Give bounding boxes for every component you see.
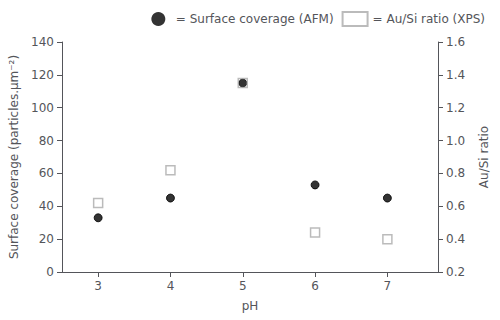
svg-text:4: 4 (167, 279, 175, 293)
svg-text:20: 20 (39, 232, 54, 246)
svg-text:120: 120 (31, 68, 54, 82)
svg-text:0.4: 0.4 (446, 232, 465, 246)
svg-text:1.0: 1.0 (446, 134, 465, 148)
svg-text:0: 0 (46, 265, 54, 279)
svg-text:0.8: 0.8 (446, 166, 465, 180)
svg-text:100: 100 (31, 101, 54, 115)
svg-text:1.4: 1.4 (446, 68, 465, 82)
svg-text:0.2: 0.2 (446, 265, 465, 279)
svg-text:1.6: 1.6 (446, 35, 465, 49)
svg-text:0.6: 0.6 (446, 199, 465, 213)
svg-text:= Au/Si ratio (XPS): = Au/Si ratio (XPS) (373, 12, 485, 26)
svg-text:5: 5 (239, 279, 247, 293)
svg-text:1.2: 1.2 (446, 101, 465, 115)
svg-text:7: 7 (384, 279, 392, 293)
svg-text:6: 6 (311, 279, 319, 293)
svg-text:40: 40 (39, 199, 54, 213)
svg-text:pH: pH (242, 299, 259, 313)
svg-text:Au/Si ratio: Au/Si ratio (477, 126, 491, 188)
svg-text:80: 80 (39, 134, 54, 148)
svg-text:3: 3 (94, 279, 102, 293)
svg-text:= Surface coverage (AFM): = Surface coverage (AFM) (176, 12, 334, 26)
svg-text:Surface coverage (particles.μm: Surface coverage (particles.μm⁻²) (7, 55, 21, 259)
svg-text:140: 140 (31, 35, 54, 49)
svg-text:60: 60 (39, 166, 54, 180)
